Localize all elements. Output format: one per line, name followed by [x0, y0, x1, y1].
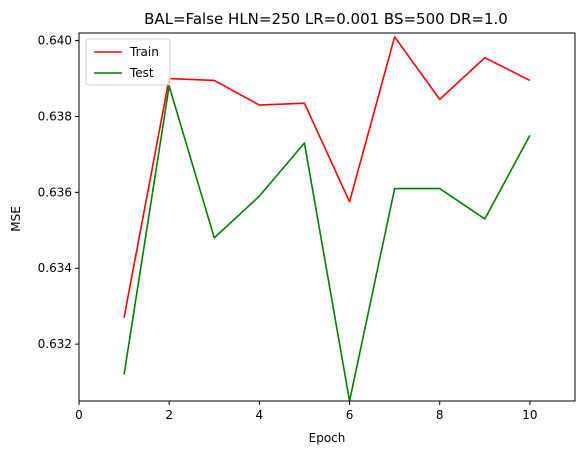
plot-lines [123, 35, 531, 401]
series-line-train [123, 35, 531, 318]
legend-label-test: Test [129, 66, 154, 80]
y-tick-label: 0.634 [38, 261, 72, 275]
x-tick-label: 2 [165, 408, 173, 422]
x-tick-label: 6 [346, 408, 354, 422]
y-axis: 0.632 0.634 0.636 0.638 0.640 [38, 34, 79, 351]
y-tick-label: 0.636 [38, 185, 72, 199]
x-tick-label: 4 [256, 408, 264, 422]
legend: Train Test [85, 38, 171, 86]
y-tick-label: 0.640 [38, 34, 72, 48]
x-tick-label: 8 [436, 408, 444, 422]
series-line-test [123, 85, 531, 401]
axes-frame [78, 32, 576, 402]
x-tick-label: 10 [522, 408, 537, 422]
chart-title: BAL=False HLN=250 LR=0.001 BS=500 DR=1.0 [144, 10, 508, 28]
y-axis-label: MSE [9, 206, 23, 232]
y-tick-label: 0.638 [38, 109, 72, 123]
x-axis-label: Epoch [309, 431, 346, 445]
y-tick-label: 0.632 [38, 337, 72, 351]
legend-label-train: Train [129, 45, 159, 59]
x-axis: 0 2 4 6 8 10 [75, 401, 538, 422]
x-tick-label: 0 [75, 408, 83, 422]
